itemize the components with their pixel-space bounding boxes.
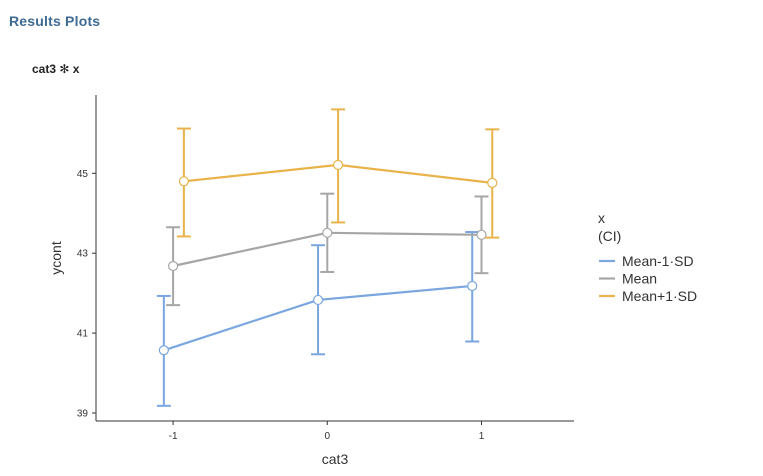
y-tick-label: 41 [77,329,89,340]
axes: 39 41 43 45 -1 0 1 cat3 ycont [48,95,574,467]
plot-title: cat3 ✻ x [32,62,80,76]
data-point [476,229,487,240]
legend-subtitle: (CI) [598,228,621,244]
legend-label: Mean-1·SD [622,253,694,269]
data-point [322,227,333,238]
data-point [312,294,324,306]
data-point [467,280,478,292]
x-axis-title: cat3 [322,451,349,467]
data-point [167,260,179,272]
chart-marks [156,108,500,407]
x-tick-label: 1 [479,431,485,442]
legend-label: Mean [622,271,657,287]
series-1 [166,192,489,307]
x-tick-label: -1 [169,431,178,442]
x-tick-label: 0 [325,431,331,442]
data-point [178,176,189,187]
y-tick-label: 39 [77,409,89,420]
legend-label: Mean+1·SD [622,288,697,304]
data-point [487,177,498,188]
series-0 [156,231,480,407]
series-2 [176,108,500,239]
data-point [332,159,344,171]
y-axis-title: ycont [48,241,64,275]
data-point [158,345,169,356]
legend-title: x [598,210,605,226]
y-tick-label: 45 [77,169,89,180]
y-tick-label: 43 [77,249,89,260]
section-title: Results Plots [9,13,101,29]
